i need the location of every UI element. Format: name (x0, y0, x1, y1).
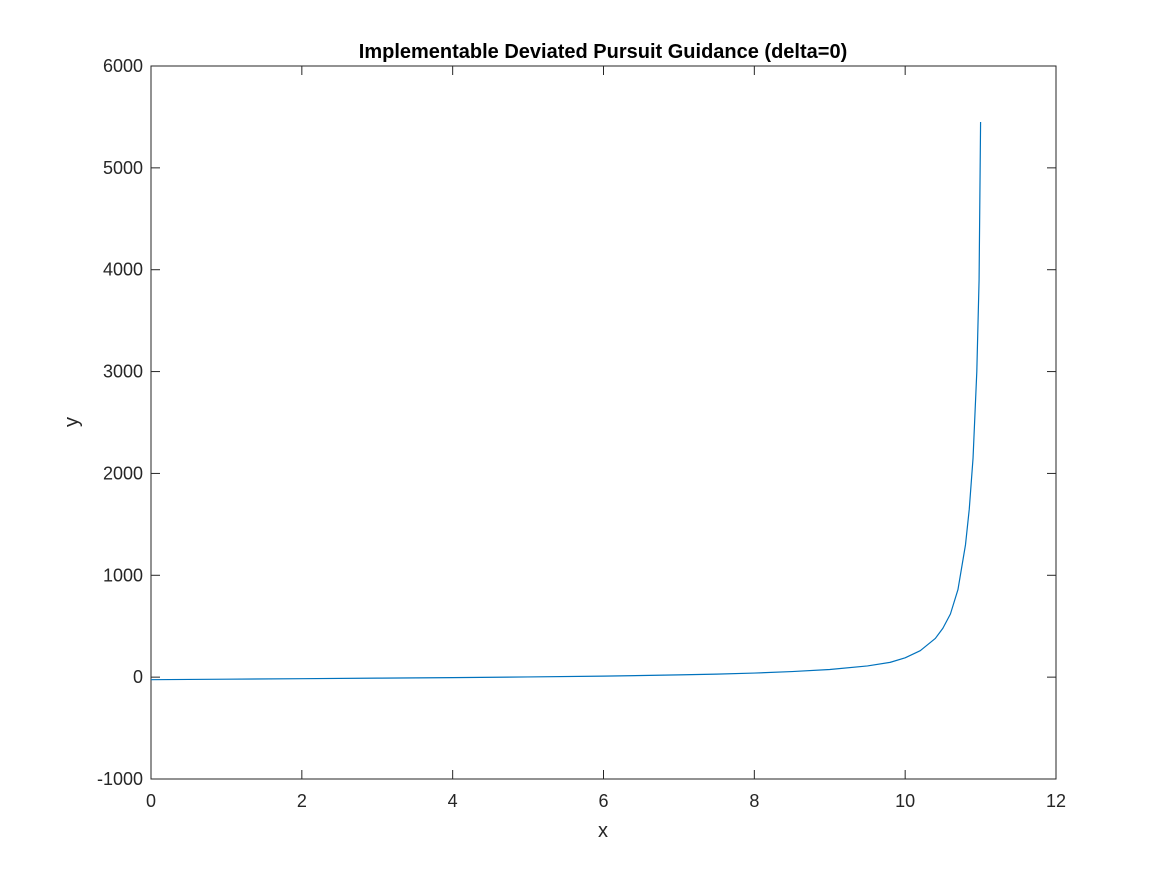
y-tick-label: 5000 (103, 158, 143, 178)
x-tick-label: 12 (1046, 791, 1066, 811)
chart-title: Implementable Deviated Pursuit Guidance … (359, 41, 847, 63)
x-tick-label: 10 (895, 791, 915, 811)
y-tick-label: 6000 (103, 56, 143, 76)
y-axis-label: y (61, 417, 83, 427)
y-tick-label: 0 (133, 667, 143, 687)
x-tick-label: 8 (749, 791, 759, 811)
plot-area (150, 65, 1057, 780)
x-tick-label: 0 (146, 791, 156, 811)
y-tick-label: 1000 (103, 565, 143, 585)
x-tick-label: 2 (297, 791, 307, 811)
x-axis-label: x (598, 820, 608, 842)
y-tick-label: 2000 (103, 463, 143, 483)
y-tick-label: 3000 (103, 362, 143, 382)
series-layer (150, 122, 982, 681)
y-tick-label: -1000 (97, 769, 143, 789)
x-tick-label: 4 (448, 791, 458, 811)
axis-ticks (150, 65, 1057, 780)
series-line (150, 122, 982, 681)
x-tick-label: 6 (598, 791, 608, 811)
y-tick-label: 4000 (103, 260, 143, 280)
